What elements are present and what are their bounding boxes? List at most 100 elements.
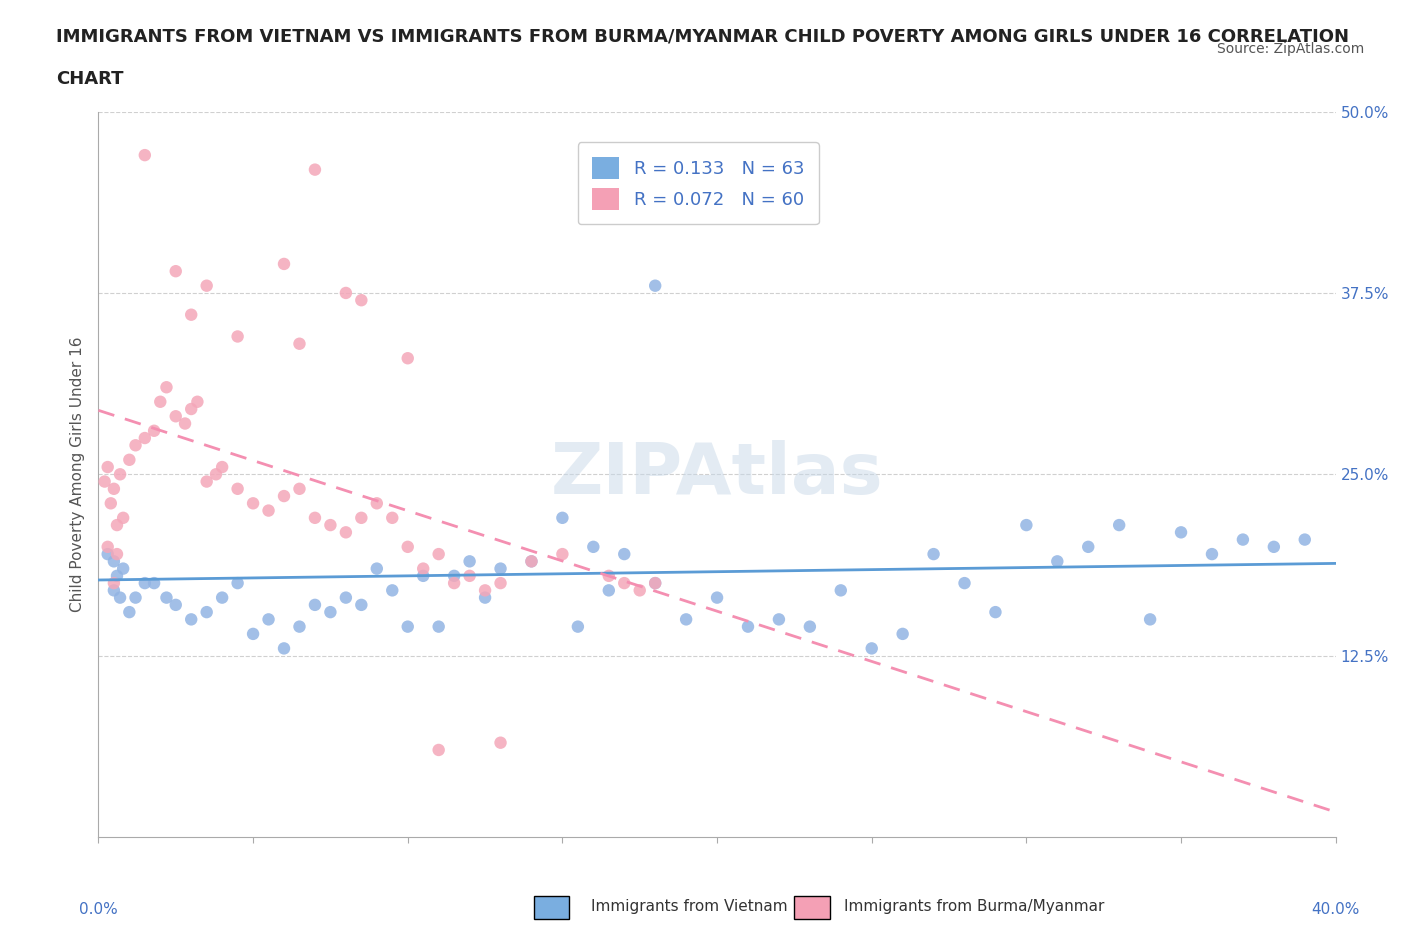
Point — [195, 604, 218, 619]
Point — [1077, 539, 1099, 554]
Point — [1139, 612, 1161, 627]
Point — [427, 619, 450, 634]
Point — [226, 576, 249, 591]
Point — [304, 597, 326, 612]
Point — [1046, 554, 1069, 569]
Point — [273, 641, 295, 656]
Point — [830, 583, 852, 598]
Point — [103, 583, 125, 598]
Point — [97, 547, 120, 562]
Point — [412, 568, 434, 583]
Point — [242, 3, 264, 18]
Legend: R = 0.133   N = 63, R = 0.072   N = 60: R = 0.133 N = 63, R = 0.072 N = 60 — [578, 142, 818, 224]
Point — [103, 482, 125, 497]
Point — [350, 511, 373, 525]
Point — [335, 591, 357, 605]
Point — [443, 576, 465, 591]
Point — [458, 568, 481, 583]
Text: IMMIGRANTS FROM VIETNAM VS IMMIGRANTS FROM BURMA/MYANMAR CHILD POVERTY AMONG GIR: IMMIGRANTS FROM VIETNAM VS IMMIGRANTS FR… — [56, 28, 1350, 46]
Text: 0.0%: 0.0% — [79, 902, 118, 917]
Point — [613, 547, 636, 562]
Point — [1015, 518, 1038, 533]
Point — [97, 459, 120, 474]
Point — [103, 576, 125, 591]
Point — [211, 459, 233, 474]
Point — [180, 612, 202, 627]
Point — [489, 561, 512, 576]
Point — [273, 257, 295, 272]
Point — [242, 496, 264, 511]
Point — [108, 467, 131, 482]
Point — [242, 627, 264, 642]
Point — [257, 503, 280, 518]
Point — [520, 554, 543, 569]
Point — [706, 591, 728, 605]
Point — [474, 583, 496, 598]
Point — [180, 402, 202, 417]
Point — [118, 604, 141, 619]
Point — [155, 379, 177, 394]
Point — [1170, 525, 1192, 539]
Point — [953, 576, 976, 591]
Point — [860, 641, 883, 656]
Point — [396, 351, 419, 365]
Point — [211, 591, 233, 605]
Point — [1232, 532, 1254, 547]
Point — [105, 568, 128, 583]
Point — [134, 431, 156, 445]
Point — [174, 416, 197, 431]
Point — [350, 597, 373, 612]
Point — [124, 438, 146, 453]
Point — [100, 496, 122, 511]
Point — [582, 539, 605, 554]
Point — [443, 568, 465, 583]
Point — [165, 597, 187, 612]
Point — [143, 423, 166, 438]
Point — [1263, 539, 1285, 554]
Point — [105, 518, 128, 533]
Point — [288, 619, 311, 634]
Point — [489, 576, 512, 591]
Point — [1201, 547, 1223, 562]
Point — [520, 554, 543, 569]
Point — [112, 561, 135, 576]
Point — [489, 736, 512, 751]
Point — [366, 561, 388, 576]
Point — [1108, 518, 1130, 533]
Point — [768, 612, 790, 627]
Point — [799, 619, 821, 634]
Point — [118, 452, 141, 467]
Point — [319, 518, 342, 533]
Point — [335, 525, 357, 539]
Point — [412, 561, 434, 576]
Point — [288, 482, 311, 497]
Point — [112, 511, 135, 525]
Point — [134, 148, 156, 163]
Point — [105, 547, 128, 562]
Point — [288, 337, 311, 352]
Point — [984, 604, 1007, 619]
Point — [165, 264, 187, 279]
Point — [226, 329, 249, 344]
Point — [598, 568, 620, 583]
Point — [97, 539, 120, 554]
Point — [381, 583, 404, 598]
Point — [143, 576, 166, 591]
Point — [551, 511, 574, 525]
Point — [350, 293, 373, 308]
Point — [644, 576, 666, 591]
Point — [195, 278, 218, 293]
Point — [427, 547, 450, 562]
Point — [396, 619, 419, 634]
Point — [134, 576, 156, 591]
Point — [396, 539, 419, 554]
Point — [644, 576, 666, 591]
Point — [598, 583, 620, 598]
Point — [155, 591, 177, 605]
Text: 40.0%: 40.0% — [1312, 902, 1360, 917]
Point — [567, 619, 589, 634]
Point — [628, 583, 651, 598]
Point — [366, 496, 388, 511]
Point — [474, 591, 496, 605]
Point — [205, 467, 228, 482]
